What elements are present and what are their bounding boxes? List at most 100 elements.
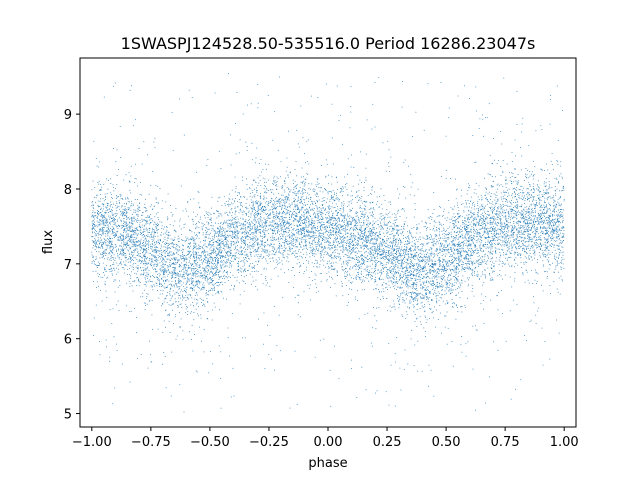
- data-point: [516, 207, 518, 209]
- data-point: [206, 236, 207, 238]
- data-point: [219, 243, 220, 245]
- data-point: [161, 221, 163, 223]
- data-point: [488, 200, 489, 202]
- data-point: [107, 257, 109, 259]
- data-point: [485, 238, 487, 239]
- data-point: [252, 244, 254, 246]
- data-point: [240, 245, 242, 247]
- data-point: [330, 256, 331, 257]
- data-point: [506, 209, 507, 211]
- data-point: [427, 260, 429, 262]
- data-point: [548, 226, 550, 228]
- data-point: [144, 277, 146, 279]
- data-point: [511, 183, 512, 184]
- data-point: [336, 223, 338, 224]
- data-point: [441, 268, 443, 270]
- data-point: [520, 147, 521, 148]
- data-point: [515, 210, 516, 212]
- data-point: [163, 320, 165, 322]
- data-point: [549, 208, 550, 209]
- data-point: [152, 254, 154, 256]
- data-point: [518, 189, 520, 191]
- data-point: [532, 216, 534, 217]
- data-point: [558, 224, 560, 226]
- data-point: [366, 267, 368, 268]
- data-point: [346, 223, 348, 225]
- data-point: [358, 199, 360, 201]
- data-point: [116, 251, 117, 252]
- data-point: [339, 246, 340, 248]
- data-point: [131, 219, 132, 221]
- data-point: [156, 232, 158, 234]
- data-point: [546, 216, 548, 218]
- data-point: [560, 211, 561, 212]
- data-point: [556, 233, 557, 235]
- data-point: [347, 270, 348, 272]
- data-point: [192, 249, 194, 251]
- data-point: [121, 206, 122, 208]
- data-point: [229, 231, 230, 232]
- data-point: [209, 263, 210, 265]
- data-point: [370, 214, 372, 216]
- data-point: [359, 278, 360, 280]
- data-point: [455, 178, 456, 180]
- data-point: [242, 219, 244, 220]
- data-point: [500, 255, 502, 257]
- data-point: [96, 251, 97, 252]
- data-point: [427, 237, 429, 239]
- data-point: [517, 204, 519, 206]
- data-point: [345, 254, 347, 256]
- data-point: [449, 288, 451, 290]
- data-point: [420, 255, 421, 257]
- data-point: [356, 213, 357, 214]
- data-point: [175, 292, 177, 294]
- data-point: [130, 257, 131, 259]
- data-point: [299, 209, 301, 211]
- data-point: [232, 232, 233, 233]
- data-point: [452, 307, 454, 308]
- data-point: [403, 253, 404, 254]
- data-point: [199, 287, 200, 289]
- data-point: [95, 270, 97, 272]
- data-point: [301, 217, 302, 218]
- data-point: [173, 263, 175, 265]
- data-point: [295, 206, 296, 208]
- data-point: [439, 249, 441, 251]
- data-point: [406, 264, 408, 266]
- data-point: [500, 231, 502, 233]
- data-point: [450, 262, 452, 263]
- data-point: [251, 196, 253, 198]
- data-point: [288, 203, 290, 205]
- data-point: [454, 220, 455, 222]
- data-point: [417, 268, 418, 270]
- data-point: [310, 196, 311, 198]
- data-point: [110, 238, 111, 239]
- data-point: [415, 288, 417, 289]
- data-point: [155, 250, 157, 252]
- data-point: [454, 246, 456, 247]
- data-point: [547, 276, 548, 277]
- data-point: [123, 254, 125, 255]
- data-point: [347, 206, 348, 207]
- data-point: [256, 226, 258, 228]
- data-point: [467, 277, 468, 279]
- data-point: [563, 258, 565, 260]
- data-point: [557, 161, 559, 163]
- data-point: [256, 190, 258, 191]
- data-point: [425, 270, 427, 271]
- data-point: [547, 242, 548, 243]
- data-point: [546, 211, 547, 213]
- data-point: [512, 229, 514, 231]
- data-point: [421, 246, 423, 248]
- data-point: [456, 263, 458, 264]
- data-point: [500, 275, 502, 277]
- data-point: [380, 299, 381, 300]
- data-point: [94, 196, 95, 198]
- data-point: [544, 341, 546, 342]
- data-point: [432, 240, 434, 242]
- data-point: [109, 223, 110, 224]
- data-point: [220, 257, 221, 259]
- data-point: [418, 274, 420, 275]
- data-point: [260, 204, 261, 206]
